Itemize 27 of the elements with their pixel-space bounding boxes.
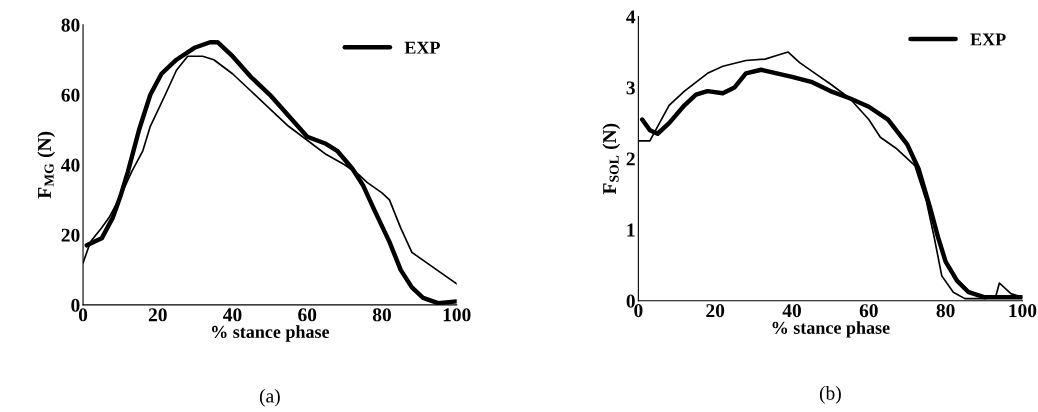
x-tick-label: 80	[936, 304, 955, 318]
x-tick-label: 20	[148, 308, 167, 322]
y-tick-label: 40	[61, 158, 80, 172]
x-tick-label: 100	[1009, 304, 1037, 318]
text: (a)	[259, 388, 280, 407]
y-tick-label: 0	[626, 294, 635, 308]
text: (b)	[819, 386, 841, 404]
y-tick-label: 2	[626, 152, 635, 166]
x-axis-title: % stance phase	[772, 321, 890, 338]
y-tick-label: 4	[626, 10, 636, 24]
y-axis-title: F$_{SOL}$ (N)	[602, 123, 621, 195]
y-tick-label: 60	[61, 88, 80, 102]
y-tick-label: 1	[627, 223, 635, 237]
legend-label: EXP	[404, 41, 440, 54]
y-tick-label: 80	[61, 18, 80, 32]
y-axis-title: F$_{MG}$ (N)	[37, 131, 56, 199]
x-tick-label: 60	[859, 304, 878, 318]
x-tick-label: 40	[782, 304, 801, 318]
x-tick-label: 40	[223, 308, 242, 322]
x-tick-label: 20	[706, 304, 725, 318]
x-tick-label: 100	[443, 308, 471, 322]
x-tick-label: 60	[298, 308, 317, 322]
y-tick-label: 3	[626, 81, 635, 95]
x-axis-title: % stance phase	[212, 325, 330, 342]
y-tick-label: 20	[61, 228, 80, 242]
x-tick-label: 80	[372, 308, 391, 322]
legend-label: EXP	[970, 33, 1006, 46]
